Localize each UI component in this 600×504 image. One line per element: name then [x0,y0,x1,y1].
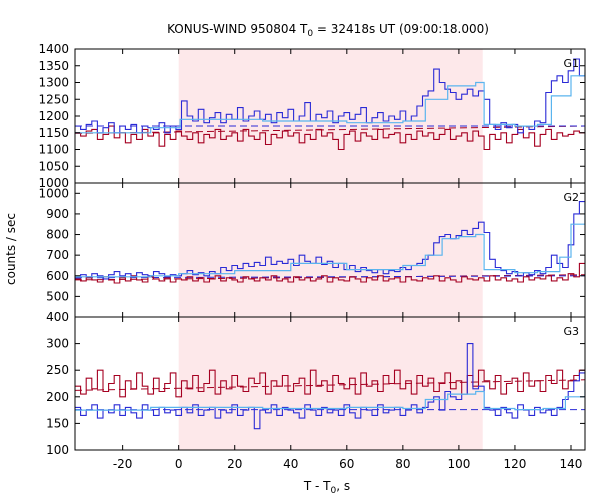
x-axis-title-suffix: , s [336,479,350,493]
y-tick-label: 1050 [38,159,69,173]
x-tick-label: 140 [560,457,583,471]
x-tick-label: 120 [503,457,526,471]
series-dark-g2 [75,262,585,284]
panel-label: G1 [563,57,579,70]
series-dark-g1 [75,125,585,151]
background-fit-line [75,274,585,281]
y-tick-label: 200 [46,390,69,404]
x-tick-label: 100 [447,457,470,471]
background-fit-line [75,125,585,134]
y-axis-title: counts / sec [4,213,18,285]
panel-g3: 100 150 200 250 300 G3 [46,316,586,457]
y-tick-label: 150 [46,416,69,430]
panel-label: G3 [563,325,579,338]
x-axis-title: T - T0, s [303,479,350,496]
y-tick-label: 1000 [38,176,69,190]
background-fit-line [75,379,585,391]
x-tick-label: 20 [227,457,242,471]
y-tick-label: 1000 [38,186,69,200]
y-tick-label: 1100 [38,143,69,157]
blue-level-line [75,275,585,279]
plot-area [75,58,585,151]
y-tick-label: 1150 [38,126,69,140]
series-dark-g3 [75,369,585,398]
chart-title-suffix: = 32418s UT (09:00:18.000) [313,22,489,36]
y-tick-label: 300 [46,337,69,351]
y-tick-label: 700 [46,248,69,262]
plot-area [75,201,585,284]
series-blue-g2 [75,201,585,280]
x-tick-label: 60 [339,457,354,471]
series-light-g2 [75,201,585,278]
y-tick-label: 1200 [38,109,69,123]
panels-group: 100010501100115012001250130013501400G140… [38,42,586,471]
x-tick-label: 40 [283,457,298,471]
y-tick-label: 600 [46,269,69,283]
series-light-g3 [75,383,585,411]
series-light-g1 [75,72,585,134]
chart-title: KONUS-WIND 950804 T0 = 32418s UT (09:00:… [167,22,489,39]
y-tick-label: 250 [46,363,69,377]
y-tick-label: 500 [46,289,69,303]
y-tick-label: 1350 [38,59,69,73]
y-tick-label: 1300 [38,76,69,90]
y-tick-label: 800 [46,228,69,242]
highlight-interval [178,49,483,450]
series-blue-g1 [75,58,585,134]
x-axis-title-sub: 0 [331,486,337,496]
y-tick-label: 100 [46,443,69,457]
chart-title-sub: 0 [307,29,313,39]
x-axis-title-prefix: T - T [303,479,331,493]
x-tick-label: -20 [113,457,133,471]
y-tick-label: 1400 [38,42,69,56]
chart-title-prefix: KONUS-WIND 950804 T [167,22,308,36]
panel-frame [74,316,586,451]
plot-area [75,343,585,430]
x-tick-label: 0 [175,457,183,471]
x-tick-label: 80 [395,457,410,471]
y-tick-label: 900 [46,207,69,221]
y-tick-label: 400 [46,310,69,324]
panel-label: G2 [563,191,579,204]
panel-g2: 400 500 600 700 800 900 1000 G2 [38,182,586,324]
y-tick-label: 1250 [38,92,69,106]
